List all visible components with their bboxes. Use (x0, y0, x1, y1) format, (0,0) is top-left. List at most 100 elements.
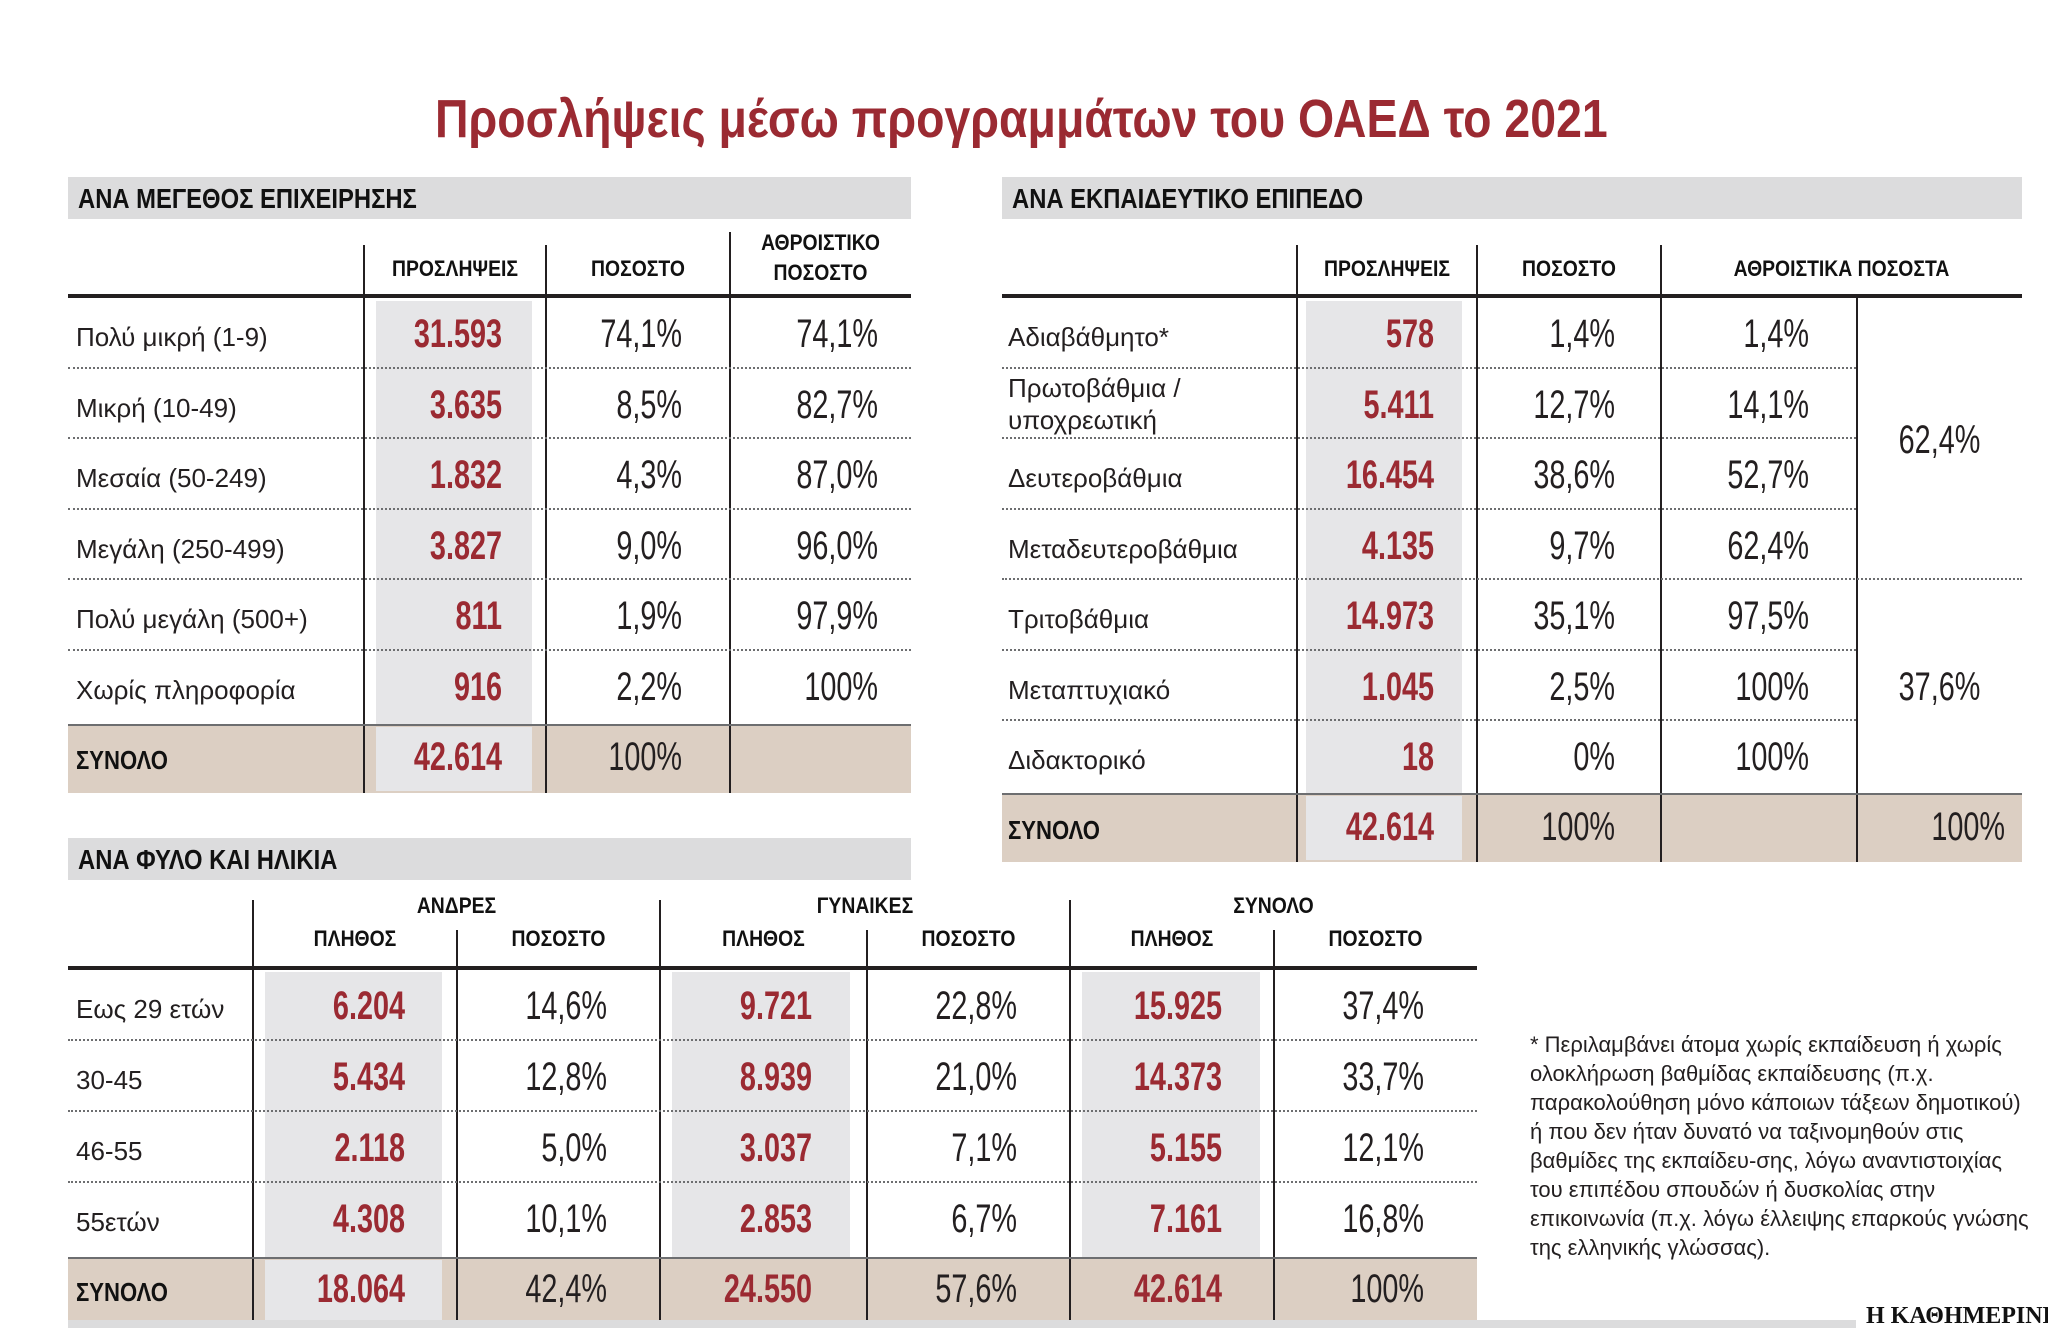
cum-value: 14,1% (1727, 383, 1809, 427)
col-header-hires: ΠΡΟΣΛΗΨΕΙΣ (1323, 256, 1451, 281)
total-rule (1002, 793, 2022, 795)
women-count: 24.550 (723, 1267, 812, 1311)
row-label: Αδιαβάθμητο* (1008, 322, 1169, 352)
row-label: Διδακτορικό (1008, 745, 1146, 775)
total-highlight (376, 727, 532, 791)
cum-value: 74,1% (796, 312, 878, 356)
men-pct: 42,4% (525, 1267, 607, 1311)
row-label-line2: υποχρεωτική (1008, 405, 1158, 435)
total-label: ΣΥΝΟΛΟ (76, 745, 168, 775)
pct-value: 12,7% (1533, 383, 1615, 427)
group-cum-value: 37,6% (1898, 665, 1981, 709)
row-label: Τριτοβάθμια (1008, 604, 1150, 634)
col-header-cum-1: ΑΘΡΟΙΣΤΙΚΟ (761, 230, 880, 255)
row-divider (1002, 508, 1856, 510)
col-divider (1660, 245, 1662, 862)
hires-value: 3.827 (429, 524, 502, 568)
row-label: 55ετών (76, 1207, 160, 1237)
women-count: 2.853 (739, 1197, 812, 1241)
cum-value: 1,4% (1743, 312, 1809, 356)
cum-value: 100% (1735, 665, 1809, 709)
women-count: 8.939 (739, 1055, 812, 1099)
row-divider (68, 1110, 1477, 1112)
pct-value: 38,6% (1533, 453, 1615, 497)
col-divider (363, 245, 365, 793)
row-divider (68, 1039, 1477, 1041)
total-count: 14.373 (1133, 1055, 1222, 1099)
sub-header-count: ΠΛΗΘΟΣ (1130, 926, 1214, 951)
highlight-column (672, 972, 850, 1257)
pct-value: 74,1% (600, 312, 682, 356)
cum-value: 82,7% (796, 383, 878, 427)
cum-value: 97,9% (796, 594, 878, 638)
col-divider (1273, 930, 1275, 1323)
row-label: Μεσαία (50-249) (76, 463, 267, 493)
cum-value: 52,7% (1727, 453, 1809, 497)
col-header-pct: ΠΟΣΟΣΤΟ (1522, 256, 1616, 281)
row-divider (68, 508, 911, 510)
section-heading: ΑΝΑ ΕΚΠΑΙΔΕΥΤΙΚΟ ΕΠΙΠΕΔΟ (1012, 183, 1364, 214)
total-count: 42.614 (1133, 1267, 1222, 1311)
col-header-pct: ΠΟΣΟΣΤΟ (591, 256, 685, 281)
row-divider (68, 367, 911, 369)
row-label: Πολύ μεγάλη (500+) (76, 604, 308, 634)
group-header-men: ΑΝΔΡΕΣ (416, 893, 497, 918)
total-highlight (265, 1260, 442, 1321)
col-divider (729, 232, 731, 793)
pct-value: 9,0% (616, 524, 682, 568)
cum-value: 100% (804, 665, 878, 709)
women-pct: 57,6% (935, 1267, 1017, 1311)
col-header-cum: ΑΘΡΟΙΣΤΙΚΑ ΠΟΣΟΣΤΑ (1733, 256, 1950, 281)
section-heading: ΑΝΑ ΦΥΛΟ ΚΑΙ ΗΛΙΚΙΑ (78, 844, 338, 875)
section-heading-bar: ΑΝΑ ΕΚΠΑΙΔΕΥΤΙΚΟ ΕΠΙΠΕΔΟ (1002, 177, 2022, 219)
row-divider (68, 1181, 1477, 1183)
pct-value: 1,9% (616, 594, 682, 638)
row-label: Χωρίς πληροφορία (76, 675, 296, 705)
total-rule (68, 1257, 1477, 1259)
total-label: ΣΥΝΟΛΟ (76, 1277, 168, 1307)
hires-value: 3.635 (429, 383, 502, 427)
row-divider (68, 578, 911, 580)
section-heading: ΑΝΑ ΜΕΓΕΘΟΣ ΕΠΙΧΕΙΡΗΣΗΣ (78, 183, 417, 214)
total-pct: 12,1% (1342, 1126, 1424, 1170)
group-header-women: ΓΥΝΑΙΚΕΣ (816, 893, 914, 918)
men-pct: 5,0% (541, 1126, 607, 1170)
row-label: Μεγάλη (250-499) (76, 534, 285, 564)
sub-header-pct: ΠΟΣΟΣΤΟ (921, 926, 1016, 951)
total-pct: 33,7% (1342, 1055, 1424, 1099)
footnote: * Περιλαμβάνει άτομα χωρίς εκπαίδευση ή … (1530, 1032, 2029, 1260)
hires-value: 1.045 (1361, 665, 1434, 709)
group-header-total: ΣΥΝΟΛΟ (1233, 893, 1314, 918)
row-divider (1002, 437, 1856, 439)
cum-value: 97,5% (1727, 594, 1809, 638)
men-count: 2.118 (334, 1126, 405, 1170)
row-label: Πρωτοβάθμια / (1008, 373, 1181, 403)
row-label: Πολύ μικρή (1-9) (76, 322, 268, 352)
total-rule (68, 724, 911, 726)
cum-value: 96,0% (796, 524, 878, 568)
hires-value: 5.411 (1363, 383, 1434, 427)
total-pct: 16,8% (1342, 1197, 1424, 1241)
row-divider-group (1002, 578, 2022, 580)
women-pct: 22,8% (935, 984, 1017, 1028)
cum-value: 87,0% (796, 453, 878, 497)
col-divider (545, 245, 547, 793)
bottom-rule (68, 1320, 1856, 1328)
col-header-hires: ΠΡΟΣΛΗΨΕΙΣ (391, 256, 519, 281)
group-cum-value: 62,4% (1898, 418, 1981, 462)
col-header-cum-2: ΠΟΣΟΣΤΟ (773, 260, 868, 285)
women-count: 9.721 (739, 984, 812, 1028)
women-pct: 6,7% (951, 1197, 1017, 1241)
row-divider (68, 649, 911, 651)
row-divider (1002, 367, 1856, 369)
header-rule (68, 966, 1477, 970)
col-divider (1856, 298, 1858, 862)
total-hires: 42.614 (1345, 805, 1434, 849)
col-divider (456, 930, 458, 1323)
row-divider (1002, 649, 1856, 651)
section-heading-bar: ΑΝΑ ΦΥΛΟ ΚΑΙ ΗΛΙΚΙΑ (68, 838, 911, 880)
row-divider (68, 437, 911, 439)
cum-value: 100% (1735, 735, 1809, 779)
sub-header-count: ΠΛΗΘΟΣ (722, 926, 805, 951)
cum-value: 62,4% (1727, 524, 1809, 568)
